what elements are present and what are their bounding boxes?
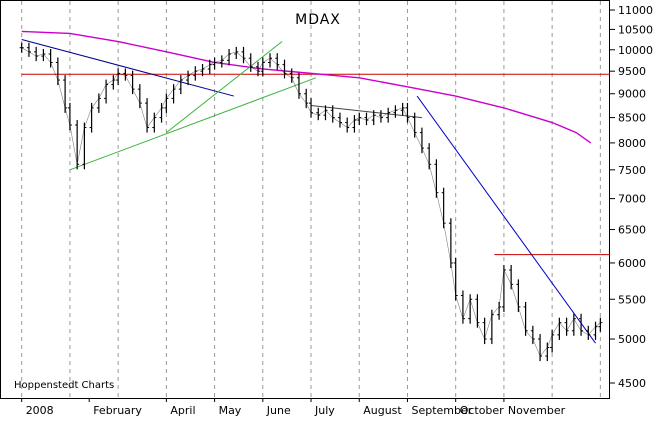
x-tick-label-8: October (460, 404, 504, 417)
moving-average-layer (21, 30, 592, 144)
x-tick-label-4: June (266, 404, 291, 417)
y-tick-label-13: 11000 (618, 4, 653, 17)
y-tick-label-10: 9500 (618, 65, 646, 78)
y-tick-label-8: 8500 (618, 112, 646, 125)
x-tick-label-9: November (508, 404, 566, 417)
y-tick-label-6: 7500 (618, 164, 646, 177)
trendlines (21, 38, 596, 344)
y-tick-label-12: 10500 (618, 23, 653, 36)
price-bars (19, 42, 603, 362)
y-tick-label-3: 6000 (618, 257, 646, 270)
chart-credit: Hoppenstedt Charts (14, 380, 114, 391)
y-tick-label-4: 6500 (618, 224, 646, 237)
x-axis: 2008 February April May June July August Septem… (21, 398, 566, 417)
grid (21, 1, 601, 397)
y-tick-label-9: 9000 (618, 88, 646, 101)
y-tick-label-0: 4500 (618, 377, 646, 390)
x-tick-label-1: February (93, 404, 142, 417)
x-tick-label-0: 2008 (26, 404, 54, 417)
horizontal-lines (21, 73, 610, 256)
y-tick-label-2: 5500 (618, 293, 646, 306)
y-tick-label-7: 8000 (618, 137, 646, 150)
trendline-3 (416, 95, 596, 344)
y-tick-label-11: 10000 (618, 44, 653, 57)
trendline-1 (69, 77, 317, 171)
x-tick-label-3: May (219, 404, 242, 417)
x-tick-label-5: July (314, 404, 335, 417)
moving-average-line-0 (21, 30, 592, 144)
trendline-0 (21, 38, 235, 97)
x-tick-label-6: August (363, 404, 402, 417)
x-tick-label-2: April (170, 404, 195, 417)
plot-frame (0, 0, 610, 399)
trendline-2 (166, 41, 283, 133)
y-axis: 4500 5000 5500 6000 6500 7000 7500 8000 8500 9000… (610, 4, 653, 390)
y-tick-label-5: 7000 (618, 193, 646, 206)
trendline-4 (310, 105, 422, 119)
x-tick-label-7: September (411, 404, 472, 417)
chart-title: MDAX (295, 12, 341, 28)
y-tick-label-1: 5000 (618, 333, 646, 346)
